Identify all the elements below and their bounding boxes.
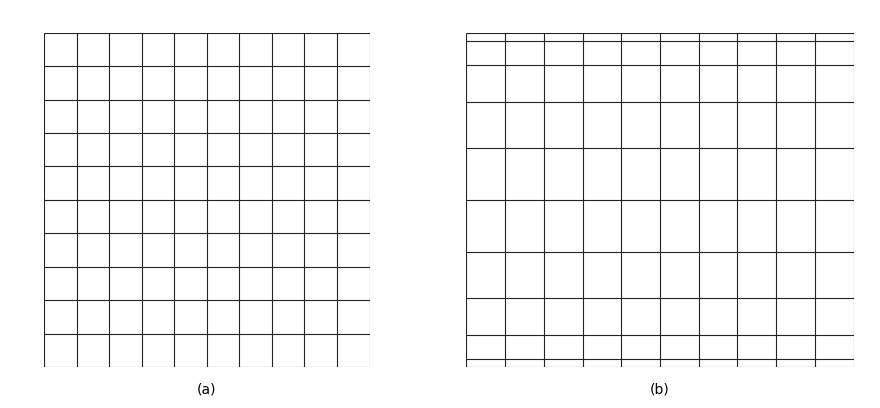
Text: (b): (b) xyxy=(650,382,670,396)
Text: (a): (a) xyxy=(197,382,216,396)
